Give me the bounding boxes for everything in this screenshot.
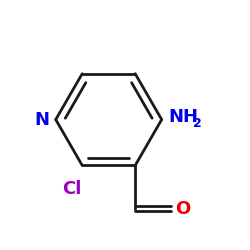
Text: N: N xyxy=(35,110,50,128)
Text: Cl: Cl xyxy=(62,180,81,198)
Text: 2: 2 xyxy=(193,117,202,130)
Text: O: O xyxy=(176,200,191,218)
Text: NH: NH xyxy=(168,108,198,126)
